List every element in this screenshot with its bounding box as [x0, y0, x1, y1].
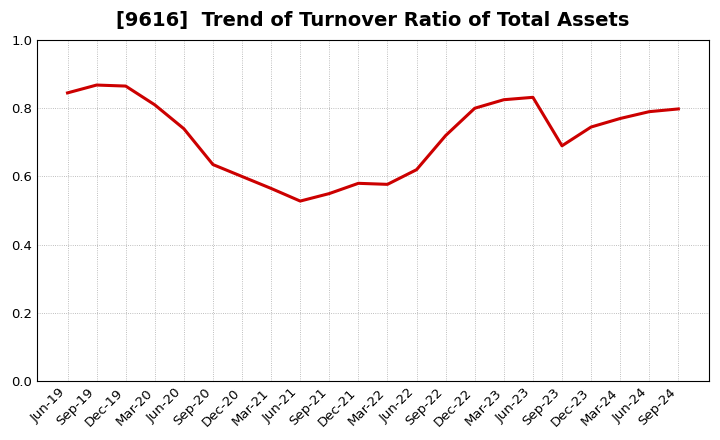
Title: [9616]  Trend of Turnover Ratio of Total Assets: [9616] Trend of Turnover Ratio of Total …	[116, 11, 629, 30]
